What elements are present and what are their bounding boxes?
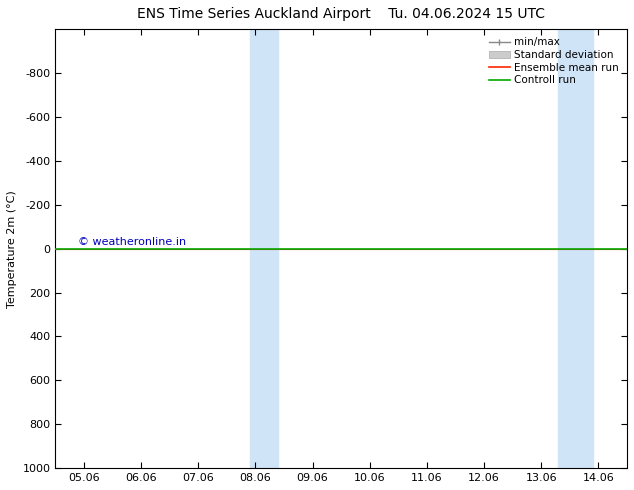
- Bar: [250, 29, 278, 468]
- Title: ENS Time Series Auckland Airport    Tu. 04.06.2024 15 UTC: ENS Time Series Auckland Airport Tu. 04.…: [137, 7, 545, 21]
- Bar: [559, 29, 593, 468]
- Y-axis label: Temperature 2m (°C): Temperature 2m (°C): [7, 190, 17, 308]
- Legend: min/max, Standard deviation, Ensemble mean run, Controll run: min/max, Standard deviation, Ensemble me…: [486, 34, 622, 88]
- Text: © weatheronline.in: © weatheronline.in: [78, 237, 186, 247]
